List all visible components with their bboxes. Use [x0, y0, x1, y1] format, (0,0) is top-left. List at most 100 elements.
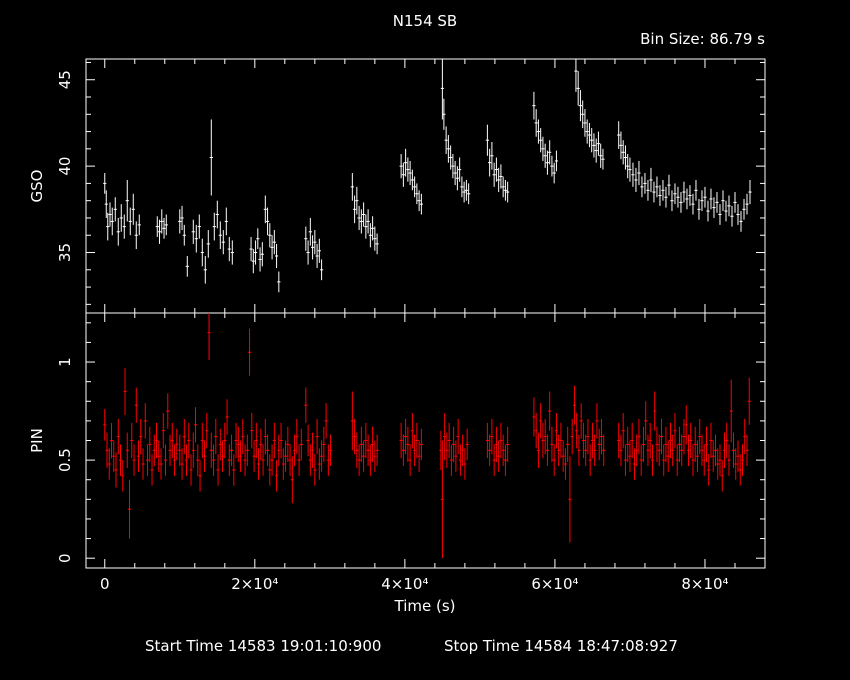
pin-data-point [238, 440, 243, 472]
pin-data-point [295, 418, 299, 455]
pin-data-point [268, 454, 272, 486]
gso-data-point [119, 204, 123, 232]
pin-data-point [236, 426, 240, 463]
pin-data-point [534, 413, 538, 449]
gso-data-point [442, 98, 446, 130]
pin-data-point [677, 426, 682, 463]
pin-data-point [272, 422, 276, 459]
pin-data-point [490, 418, 494, 455]
gso-data-point [534, 109, 538, 137]
pin-data-point [655, 426, 659, 463]
pin-data-point [322, 426, 326, 463]
gso-data-point [554, 150, 559, 172]
gso-data-point [592, 133, 596, 158]
pin-data-point [245, 434, 249, 466]
gso-data-point [576, 71, 580, 106]
pin-data-point [673, 413, 677, 449]
gso-data-point [739, 211, 743, 232]
gso-data-point [646, 179, 650, 201]
x-tick-label: 8×10⁴ [681, 575, 728, 593]
pin-data-point [682, 418, 686, 455]
pin-data-point [575, 413, 579, 449]
pin-data-point [166, 393, 170, 429]
pin-data-point [401, 434, 405, 466]
pin-data-point [623, 444, 628, 476]
pin-data-point [650, 444, 655, 476]
pin-data-point [202, 440, 207, 472]
pin-data-point [408, 444, 412, 476]
gso-data-point [649, 167, 653, 193]
gso-data-point [160, 209, 164, 234]
gso-data-point [253, 240, 258, 265]
pin-data-point [417, 440, 421, 472]
x-tick-label: 2×10⁴ [231, 575, 278, 593]
gso-data-point [218, 221, 222, 250]
gso-data-point [628, 157, 632, 182]
pin-data-point [274, 460, 279, 492]
start-time-label: Start Time 14583 19:01:10:900 [145, 637, 382, 655]
pin-data-point [112, 440, 116, 472]
gso-data-point [194, 224, 198, 253]
gso-data-point [212, 212, 216, 241]
pin-data-point [532, 397, 536, 437]
pin-data-point [227, 444, 231, 476]
pin-data-point [308, 444, 312, 476]
gso-data-point [634, 167, 638, 193]
pin-data-point [406, 426, 410, 463]
gso-data-point [503, 179, 508, 201]
pin-data-point [265, 434, 270, 466]
pin-data-point [550, 426, 554, 463]
pin-data-point [731, 432, 736, 468]
pin-data-point [443, 413, 447, 461]
gso-data-point [724, 200, 728, 222]
gso-data-point [310, 235, 315, 260]
pin-data-point [597, 428, 601, 461]
pin-data-point [159, 448, 163, 480]
pin-data-point [220, 440, 225, 472]
pin-data-point [657, 434, 661, 466]
pin-data-point [586, 418, 590, 455]
gso-data-point [497, 167, 501, 193]
pin-data-point [225, 399, 229, 435]
pin-data-point [127, 479, 132, 539]
gso-data-point [623, 145, 628, 170]
pin-data-point [691, 444, 695, 476]
gso-data-point [574, 59, 578, 92]
pin-data-point [440, 440, 444, 559]
pin-data-point [145, 444, 150, 476]
pin-data-point [243, 444, 247, 476]
pin-data-point [671, 434, 675, 466]
pin-data-point [559, 422, 563, 459]
pin-data-point [644, 401, 648, 441]
pin-y-tick-label: 0.5 [56, 448, 74, 472]
gso-data-point [209, 119, 213, 196]
gso-data-point [485, 124, 489, 156]
pin-data-point [413, 434, 417, 466]
pin-data-point [572, 385, 577, 425]
pin-data-point [646, 434, 650, 466]
gso-data-point [694, 179, 698, 201]
gso-data-point [404, 148, 408, 177]
pin-data-point [205, 413, 209, 449]
gso-data-point [715, 192, 719, 213]
pin-data-point [445, 432, 449, 468]
gso-y-axis-label: GSO [28, 170, 46, 203]
gso-data-point [401, 162, 405, 187]
gso-data-point [691, 193, 695, 215]
pin-data-point [172, 444, 177, 476]
gso-data-point [256, 228, 260, 250]
pin-data-point [259, 428, 263, 461]
gso-data-point [268, 223, 272, 248]
gso-data-point [350, 173, 354, 201]
gso-data-point [631, 162, 635, 187]
gso-data-point [371, 216, 375, 241]
pin-data-point [252, 440, 256, 472]
pin-data-point [109, 422, 114, 459]
pin-data-point [143, 403, 147, 439]
pin-data-point [595, 403, 599, 439]
gso-y-tick-label: 35 [56, 243, 74, 262]
pin-data-point [317, 448, 321, 480]
gso-data-point [492, 162, 496, 187]
pin-data-point [152, 434, 156, 466]
pin-data-point [352, 418, 357, 455]
